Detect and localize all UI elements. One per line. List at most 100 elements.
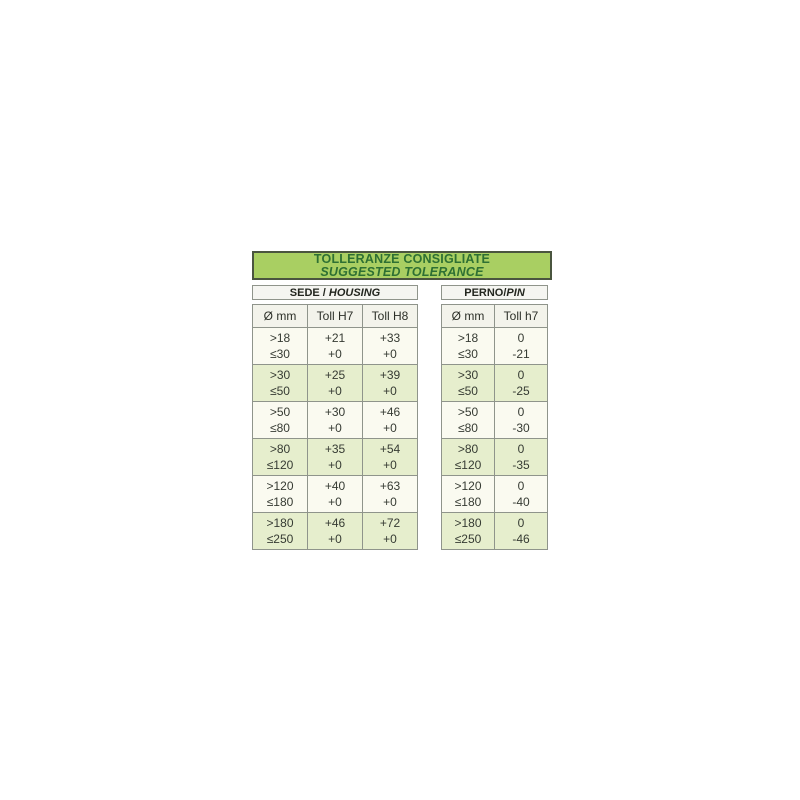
cell-line: 0 <box>517 405 525 419</box>
pin-table-header: Ø mm Toll h7 <box>441 304 548 328</box>
table-row: >30 ≤50 0 -25 <box>441 364 548 402</box>
table-row: >30 ≤50 +25 +0 +39 +0 <box>252 364 418 402</box>
cell-line: ≤120 <box>454 458 482 472</box>
cell-line: +0 <box>383 347 397 361</box>
cell-line: +0 <box>328 458 342 472</box>
cell-line: -30 <box>512 421 530 435</box>
table-cell: +63 +0 <box>362 475 418 513</box>
table-row: >120 ≤180 +40 +0 +63 +0 <box>252 475 418 513</box>
cell-line: +0 <box>383 458 397 472</box>
cell-line: ≤250 <box>454 532 482 546</box>
table-row: >18 ≤30 +21 +0 +33 +0 <box>252 327 418 365</box>
pin-table-body: >18 ≤30 0 -21 >30 ≤50 0 -25 >50 ≤80 0 -30 >80 ≤120 0 -3… <box>441 327 548 550</box>
table-cell: +39 +0 <box>362 364 418 402</box>
cell-line: +35 <box>324 442 346 456</box>
cell-line: -46 <box>512 532 530 546</box>
cell-line: +30 <box>324 405 346 419</box>
cell-line: >18 <box>457 331 479 345</box>
table-row: >180 ≤250 +46 +0 +72 +0 <box>252 512 418 550</box>
cell-line: +21 <box>324 331 346 345</box>
housing-table-body: >18 ≤30 +21 +0 +33 +0 >30 ≤50 +25 +0 +39 +0 >50 ≤80 +3… <box>252 327 418 550</box>
section-label-housing-en: HOUSING <box>328 286 381 299</box>
table-cell: +30 +0 <box>307 401 363 439</box>
cell-line: >120 <box>454 479 482 493</box>
table-row: >80 ≤120 +35 +0 +54 +0 <box>252 438 418 476</box>
table-cell: 0 -30 <box>494 401 548 439</box>
cell-line: +0 <box>383 495 397 509</box>
table-cell: +40 +0 <box>307 475 363 513</box>
cell-line: +0 <box>328 347 342 361</box>
cell-line: +39 <box>379 368 401 382</box>
cell-line: 0 <box>517 331 525 345</box>
column-header-toll-h7: Toll h7 <box>494 304 548 328</box>
cell-line: >50 <box>457 405 479 419</box>
cell-line: +0 <box>328 384 342 398</box>
cell-line: ≤30 <box>458 347 478 361</box>
cell-line: +0 <box>328 532 342 546</box>
table-cell: 0 -25 <box>494 364 548 402</box>
column-header-toll-h8: Toll H8 <box>362 304 418 328</box>
cell-line: +46 <box>379 405 401 419</box>
cell-line: +0 <box>383 384 397 398</box>
title-english: SUGGESTED TOLERANCE <box>320 264 484 279</box>
section-label-housing-it: SEDE / <box>289 286 329 299</box>
housing-table-header: Ø mm Toll H7 Toll H8 <box>252 304 418 328</box>
table-row: >120 ≤180 0 -40 <box>441 475 548 513</box>
column-header-toll-h7: Toll H7 <box>307 304 363 328</box>
table-cell: >180 ≤250 <box>441 512 495 550</box>
section-label-pin-it: PERNO/ <box>464 286 507 299</box>
cell-line: +25 <box>324 368 346 382</box>
cell-line: -40 <box>512 495 530 509</box>
table-cell: >18 ≤30 <box>252 327 308 365</box>
table-cell: >180 ≤250 <box>252 512 308 550</box>
cell-line: +40 <box>324 479 346 493</box>
cell-line: 0 <box>517 368 525 382</box>
table-row: >18 ≤30 0 -21 <box>441 327 548 365</box>
table-cell: +35 +0 <box>307 438 363 476</box>
table-cell: +54 +0 <box>362 438 418 476</box>
cell-line: >50 <box>269 405 291 419</box>
table-cell: 0 -40 <box>494 475 548 513</box>
table-row: >50 ≤80 +30 +0 +46 +0 <box>252 401 418 439</box>
column-header-diameter: Ø mm <box>441 304 495 328</box>
cell-line: 0 <box>517 516 525 530</box>
cell-line: ≤50 <box>270 384 290 398</box>
cell-line: 0 <box>517 479 525 493</box>
column-header-diameter: Ø mm <box>252 304 308 328</box>
cell-line: >30 <box>457 368 479 382</box>
section-label-pin-en: PIN <box>506 286 525 299</box>
cell-line: >180 <box>454 516 482 530</box>
table-row: >80 ≤120 0 -35 <box>441 438 548 476</box>
cell-line: >180 <box>266 516 294 530</box>
table-cell: 0 -46 <box>494 512 548 550</box>
title-banner: TOLLERANZE CONSIGLIATE SUGGESTED TOLERAN… <box>252 251 552 280</box>
cell-line: >30 <box>269 368 291 382</box>
table-cell: >80 ≤120 <box>252 438 308 476</box>
cell-line: >80 <box>269 442 291 456</box>
cell-line: ≤180 <box>266 495 294 509</box>
table-cell: >50 ≤80 <box>441 401 495 439</box>
table-cell: >120 ≤180 <box>441 475 495 513</box>
housing-table: Ø mm Toll H7 Toll H8 >18 ≤30 +21 +0 +33 +0 >30… <box>252 304 418 550</box>
table-cell: >30 ≤50 <box>252 364 308 402</box>
cell-line: +0 <box>383 532 397 546</box>
cell-line: >18 <box>269 331 291 345</box>
table-cell: +72 +0 <box>362 512 418 550</box>
table-cell: >18 ≤30 <box>441 327 495 365</box>
pin-table: Ø mm Toll h7 >18 ≤30 0 -21 >30 ≤50 0 -25 >50 ≤80 0… <box>441 304 548 550</box>
cell-line: -35 <box>512 458 530 472</box>
cell-line: ≤120 <box>266 458 294 472</box>
cell-line: +63 <box>379 479 401 493</box>
cell-line: ≤50 <box>458 384 478 398</box>
table-row: >50 ≤80 0 -30 <box>441 401 548 439</box>
cell-line: 0 <box>517 442 525 456</box>
cell-line: +33 <box>379 331 401 345</box>
cell-line: ≤80 <box>270 421 290 435</box>
cell-line: -25 <box>512 384 530 398</box>
header-row: Ø mm Toll h7 <box>441 304 548 328</box>
cell-line: >80 <box>457 442 479 456</box>
table-cell: >80 ≤120 <box>441 438 495 476</box>
cell-line: +0 <box>383 421 397 435</box>
section-label-pin: PERNO/PIN <box>441 285 548 300</box>
